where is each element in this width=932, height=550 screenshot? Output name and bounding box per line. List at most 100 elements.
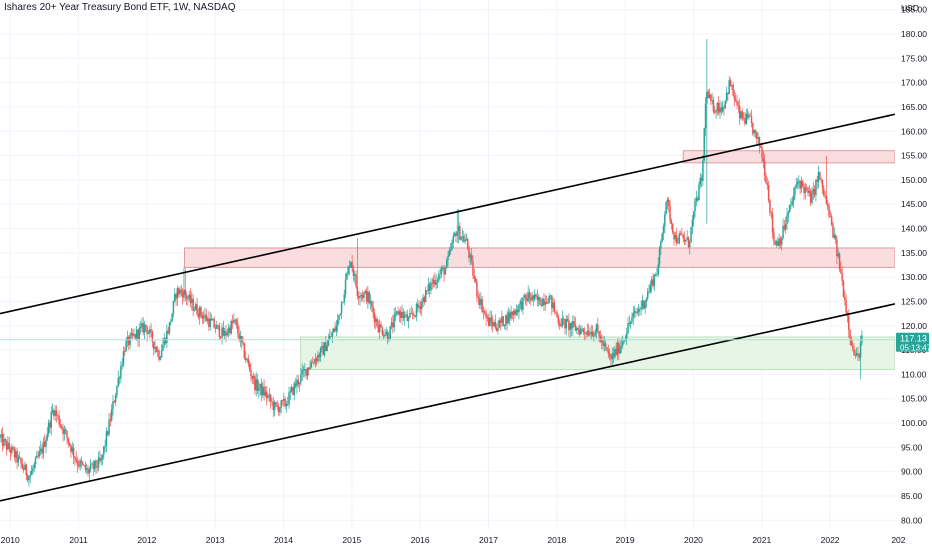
candle-body: [518, 304, 520, 313]
candle-body: [591, 331, 594, 337]
candle-body: [790, 204, 792, 206]
candle: [357, 291, 360, 306]
candle-body: [353, 274, 356, 276]
candle-body: [85, 468, 88, 470]
candle: [289, 386, 292, 400]
candle: [738, 98, 741, 125]
candle: [620, 337, 623, 353]
candle: [548, 293, 550, 304]
candle-body: [632, 313, 635, 318]
candle-body: [750, 115, 753, 124]
y-tick-label: 120.00: [901, 321, 927, 331]
time-axis[interactable]: [0, 530, 932, 550]
candle-body: [482, 311, 485, 312]
candle-body: [427, 284, 430, 291]
candle: [255, 372, 257, 397]
y-tick-label: 130.00: [901, 272, 927, 282]
candle: [407, 315, 410, 329]
candle: [706, 38, 708, 224]
candle-body: [346, 273, 348, 280]
candle: [800, 176, 803, 193]
candle-body: [163, 338, 165, 345]
candle: [849, 329, 851, 346]
candle-body: [652, 279, 654, 287]
candle: [89, 459, 92, 473]
price-axis[interactable]: [895, 0, 932, 550]
candle-body: [695, 198, 698, 202]
candle: [202, 310, 205, 324]
candle-body: [330, 335, 332, 337]
candle-body: [758, 136, 761, 147]
candle: [459, 222, 461, 241]
candle: [787, 210, 790, 223]
candle: [636, 307, 638, 316]
channel-upper-line[interactable]: [0, 113, 896, 315]
candle-body: [218, 325, 221, 338]
candle-body: [208, 318, 210, 327]
candle-body: [162, 344, 164, 351]
candle-body: [600, 339, 603, 343]
candle: [807, 186, 809, 197]
candle-body: [89, 463, 92, 470]
candle-body: [243, 343, 246, 359]
candle: [39, 440, 42, 456]
candle-body: [62, 427, 64, 435]
candle: [3, 433, 5, 449]
candle: [585, 332, 587, 340]
candle: [342, 301, 344, 304]
candle: [579, 325, 582, 336]
candle: [645, 297, 648, 309]
candle-body: [848, 315, 850, 331]
candle-body: [678, 233, 681, 243]
candle-body: [756, 131, 758, 139]
candle-body: [171, 313, 173, 322]
candle: [133, 328, 135, 338]
candle-body: [439, 273, 441, 275]
candle: [332, 327, 335, 334]
candle-body: [530, 298, 532, 301]
candle: [286, 396, 289, 407]
trend-layer[interactable]: [0, 113, 896, 502]
y-tick-label: 90.00: [901, 467, 923, 477]
candle-body: [240, 335, 243, 343]
candle-body: [254, 376, 256, 391]
y-tick-label: 180.00: [901, 29, 927, 39]
candle: [11, 443, 13, 457]
candle-body: [562, 318, 565, 320]
candle-body: [520, 301, 523, 310]
candle: [624, 335, 627, 342]
candle-body: [242, 342, 244, 344]
candle: [110, 404, 113, 423]
candle-body: [674, 235, 677, 240]
candle-body: [1, 434, 4, 446]
candle-body: [28, 476, 30, 481]
candle: [213, 316, 215, 329]
candle: [264, 385, 267, 398]
y-tick-label: 110.00: [901, 369, 927, 379]
candle-body: [823, 188, 825, 196]
candle-body: [572, 321, 574, 329]
candle-body: [616, 343, 619, 355]
candle-body: [118, 377, 121, 379]
candle-body: [39, 448, 42, 452]
candle: [103, 446, 105, 461]
candle-body: [598, 331, 600, 337]
candle: [61, 423, 63, 431]
candle-body: [380, 324, 382, 328]
candle: [260, 378, 263, 402]
candle-body: [75, 458, 77, 462]
candle: [331, 328, 334, 344]
channel-lower-line[interactable]: [0, 303, 896, 502]
candle: [845, 294, 847, 316]
candle-body: [128, 336, 130, 346]
candle-body: [486, 317, 489, 319]
candle-body: [221, 327, 223, 338]
candle: [24, 461, 26, 470]
candle: [47, 419, 50, 438]
candle: [754, 128, 757, 139]
candle-body: [279, 408, 281, 413]
candle: [85, 463, 88, 475]
candle: [371, 299, 373, 312]
